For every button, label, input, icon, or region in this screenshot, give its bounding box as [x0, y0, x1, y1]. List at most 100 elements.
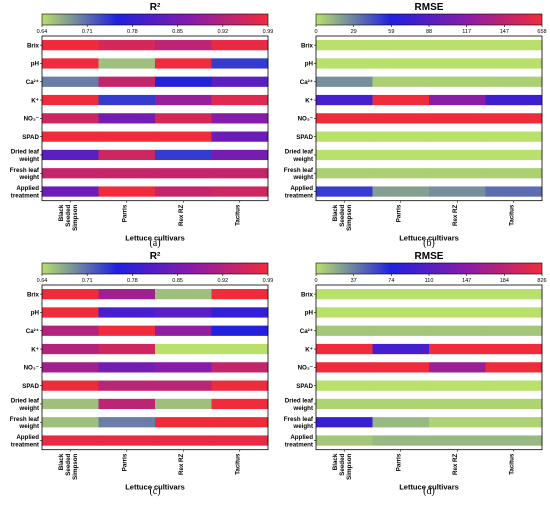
heatmap-cell	[211, 435, 269, 446]
row-label: SPAD	[296, 383, 313, 390]
category-label: Simpson	[346, 204, 353, 230]
heatmap-cell	[211, 380, 269, 391]
heatmap-cell	[42, 435, 99, 446]
heatmap-cell	[155, 40, 212, 51]
panel-caption: (c)	[149, 486, 160, 497]
category-label: Parris	[396, 453, 403, 471]
colorbar-tick-label: 147	[462, 278, 471, 284]
x-axis-label: Lettuce cultivars	[125, 483, 185, 492]
heatmap-cell	[316, 186, 373, 197]
heatmap-cell	[429, 417, 486, 428]
heatmap-cell	[155, 168, 212, 179]
heatmap-cell	[485, 362, 543, 373]
heatmap-cell	[316, 398, 373, 410]
heatmap-cell	[155, 435, 212, 446]
heatmap-cell	[372, 76, 430, 87]
row-label: pH	[305, 310, 314, 317]
row-label: K⁺	[31, 346, 39, 353]
heatmap-cell	[98, 417, 156, 428]
heatmap-cell	[98, 186, 156, 197]
row-label-line: weight	[18, 405, 39, 412]
heatmap-cell	[155, 325, 212, 336]
row-label-line: Fresh leaf	[284, 416, 314, 423]
category-label: Tacitus	[235, 453, 242, 475]
colorbar-tick-label: 59	[388, 29, 394, 35]
heatmap-cell	[211, 398, 269, 410]
heatmap-cell	[316, 343, 373, 355]
heatmap-cell	[429, 325, 486, 336]
heatmap-cell	[211, 149, 269, 161]
row-label-line: Dried leaf	[11, 149, 40, 156]
heatmap-cell	[485, 149, 543, 161]
row-label: K⁺	[31, 97, 39, 104]
colorbar-tick-label: 658	[537, 29, 546, 35]
heatmap-cell	[211, 343, 269, 355]
x-axis-label: Lettuce cultivars	[125, 234, 185, 243]
row-label-line: treatment	[285, 441, 313, 448]
row-label-line: Dried leaf	[11, 398, 40, 405]
row-label-line: NO₃⁻	[298, 116, 313, 123]
row-label: Brix	[301, 291, 314, 298]
heatmap-cell	[316, 94, 373, 106]
heatmap-cell	[372, 289, 430, 300]
heatmap-cell	[98, 343, 156, 355]
row-label: Brix	[27, 291, 40, 298]
heatmap-cell	[98, 40, 156, 51]
heatmap-cell	[98, 149, 156, 161]
category-label: Black	[58, 204, 65, 221]
row-label-line: weight	[292, 174, 313, 181]
heatmap-cell	[42, 76, 99, 87]
row-label-line: SPAD	[296, 383, 313, 390]
row-label: Ca²⁺	[300, 79, 313, 86]
heatmap-cell	[316, 149, 373, 161]
heatmap-cell	[429, 76, 486, 87]
row-label-line: Ca²⁺	[300, 79, 313, 86]
row-label: Ca²⁺	[300, 328, 313, 335]
heatmap-cell	[316, 289, 373, 300]
heatmap-cell	[429, 40, 486, 51]
heatmap-cell	[98, 325, 156, 336]
heatmap-cell	[316, 168, 373, 179]
heatmap-cell	[372, 168, 430, 179]
row-label-line: weight	[292, 156, 313, 163]
heatmap-cell	[485, 307, 543, 318]
colorbar	[41, 262, 269, 275]
heatmap-cell	[42, 307, 99, 318]
heatmap-cell	[429, 307, 486, 318]
heatmap-cell	[372, 380, 430, 391]
row-label: Dried leaf weight	[285, 398, 314, 412]
heatmap-cell	[316, 58, 373, 69]
heatmap-cell	[155, 417, 212, 428]
row-label-line: Brix	[301, 42, 314, 49]
category-label: Black	[58, 453, 65, 470]
row-label-line: weight	[18, 174, 39, 181]
row-label-line: Fresh leaf	[10, 416, 40, 423]
heatmap-cell	[211, 131, 269, 142]
row-label-line: Applied	[290, 185, 313, 192]
row-label: SPAD	[22, 134, 39, 141]
row-label-line: K⁺	[305, 97, 313, 104]
heatmap-cell	[42, 131, 99, 142]
heatmap-cell	[372, 186, 430, 197]
heatmap-cell	[485, 398, 543, 410]
colorbar-tick-label: 117	[462, 29, 471, 35]
heatmap-cell	[316, 380, 373, 391]
heatmap-cell	[372, 417, 430, 428]
row-label: pH	[31, 61, 40, 68]
row-label-line: weight	[18, 423, 39, 430]
heatmap-cell	[98, 307, 156, 318]
row-label: NO₃⁻	[24, 365, 39, 372]
heatmap-cell	[316, 76, 373, 87]
colorbar-tick-label: 184	[500, 278, 509, 284]
row-label-line: pH	[305, 310, 314, 317]
category-label: Tacitus	[509, 453, 516, 475]
category-label: Seeded	[65, 453, 72, 475]
row-label: Ca²⁺	[26, 328, 39, 335]
heatmap-cell	[211, 94, 269, 106]
heatmap-cell	[429, 186, 486, 197]
heatmap-cell	[98, 289, 156, 300]
row-label: Ca²⁺	[26, 79, 39, 86]
heatmap-cell	[42, 113, 99, 124]
heatmap-cell	[211, 186, 269, 197]
